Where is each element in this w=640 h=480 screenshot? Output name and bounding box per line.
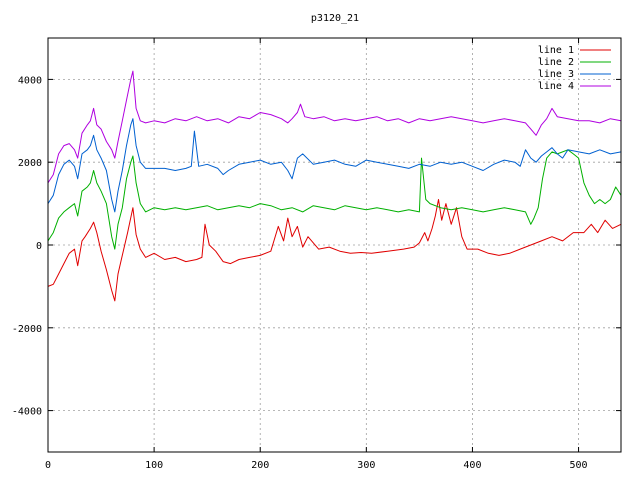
series-line-2 (47, 149, 622, 250)
chart-title: p3120_21 (311, 13, 359, 24)
x-tick-label: 100 (145, 460, 163, 471)
x-tick-label: 200 (251, 460, 269, 471)
legend-label-1: line 1 (538, 45, 574, 56)
y-tick-label: -4000 (12, 407, 42, 418)
y-tick-label: -2000 (12, 324, 42, 335)
y-tick-label: 2000 (18, 158, 42, 169)
y-tick-label: 0 (36, 241, 42, 252)
x-tick-label: 0 (45, 460, 51, 471)
x-tick-label: 400 (463, 460, 481, 471)
grid-lines (47, 38, 621, 452)
legend-label-3: line 3 (538, 69, 574, 80)
x-tick-label: 300 (357, 460, 375, 471)
x-tick-label: 500 (570, 460, 588, 471)
legend-label-2: line 2 (538, 57, 574, 68)
series-line-3 (47, 118, 622, 213)
series-line-4 (47, 70, 622, 184)
y-tick-label: 4000 (18, 75, 42, 86)
legend-label-4: line 4 (538, 81, 574, 92)
series-lines (47, 70, 622, 302)
axis-ticks: -4000 -2000 0 2000 4000 0 100 200 300 400 500 (12, 38, 621, 471)
series-line-1 (47, 199, 622, 302)
